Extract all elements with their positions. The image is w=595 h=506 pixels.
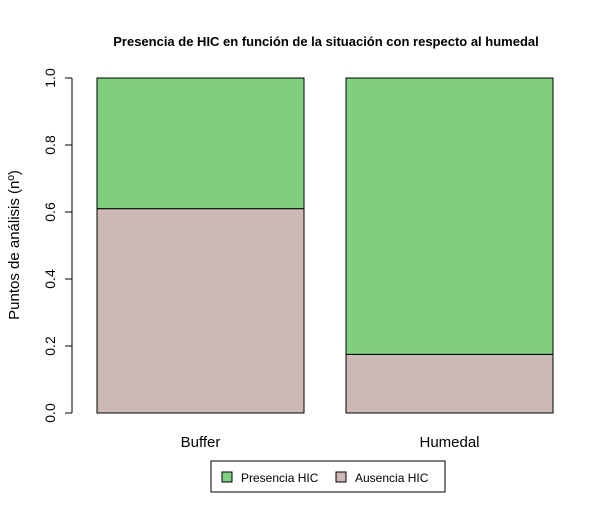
legend-swatch-ausencia (336, 472, 346, 482)
y-tick-label-0: 0.0 (42, 403, 58, 423)
bars-group (97, 78, 553, 413)
bar-humedal-presencia-hic (346, 78, 553, 354)
legend-swatch-presencia (222, 472, 232, 482)
bar-buffer-presencia-hic (97, 78, 304, 209)
y-tick-label-4: 0.8 (42, 135, 58, 155)
y-axis: 0.0 0.2 0.4 0.6 0.8 1.0 (42, 68, 72, 423)
y-tick-label-2: 0.4 (42, 269, 58, 289)
chart-title: Presencia de HIC en función de la situac… (113, 34, 539, 49)
bar-buffer-ausencia-hic (97, 209, 304, 413)
category-labels: Buffer Humedal (181, 434, 480, 451)
category-label-buffer: Buffer (181, 434, 221, 451)
y-tick-label-5: 1.0 (42, 68, 58, 88)
legend: Presencia HIC Ausencia HIC (211, 461, 445, 492)
category-label-humedal: Humedal (419, 434, 479, 451)
bar-humedal-ausencia-hic (346, 354, 553, 413)
y-tick-label-3: 0.6 (42, 202, 58, 222)
y-tick-label-1: 0.2 (42, 336, 58, 356)
legend-label-presencia: Presencia HIC (241, 471, 319, 485)
legend-label-ausencia: Ausencia HIC (355, 471, 429, 485)
y-axis-title: Puntos de análisis (nº) (6, 170, 23, 320)
